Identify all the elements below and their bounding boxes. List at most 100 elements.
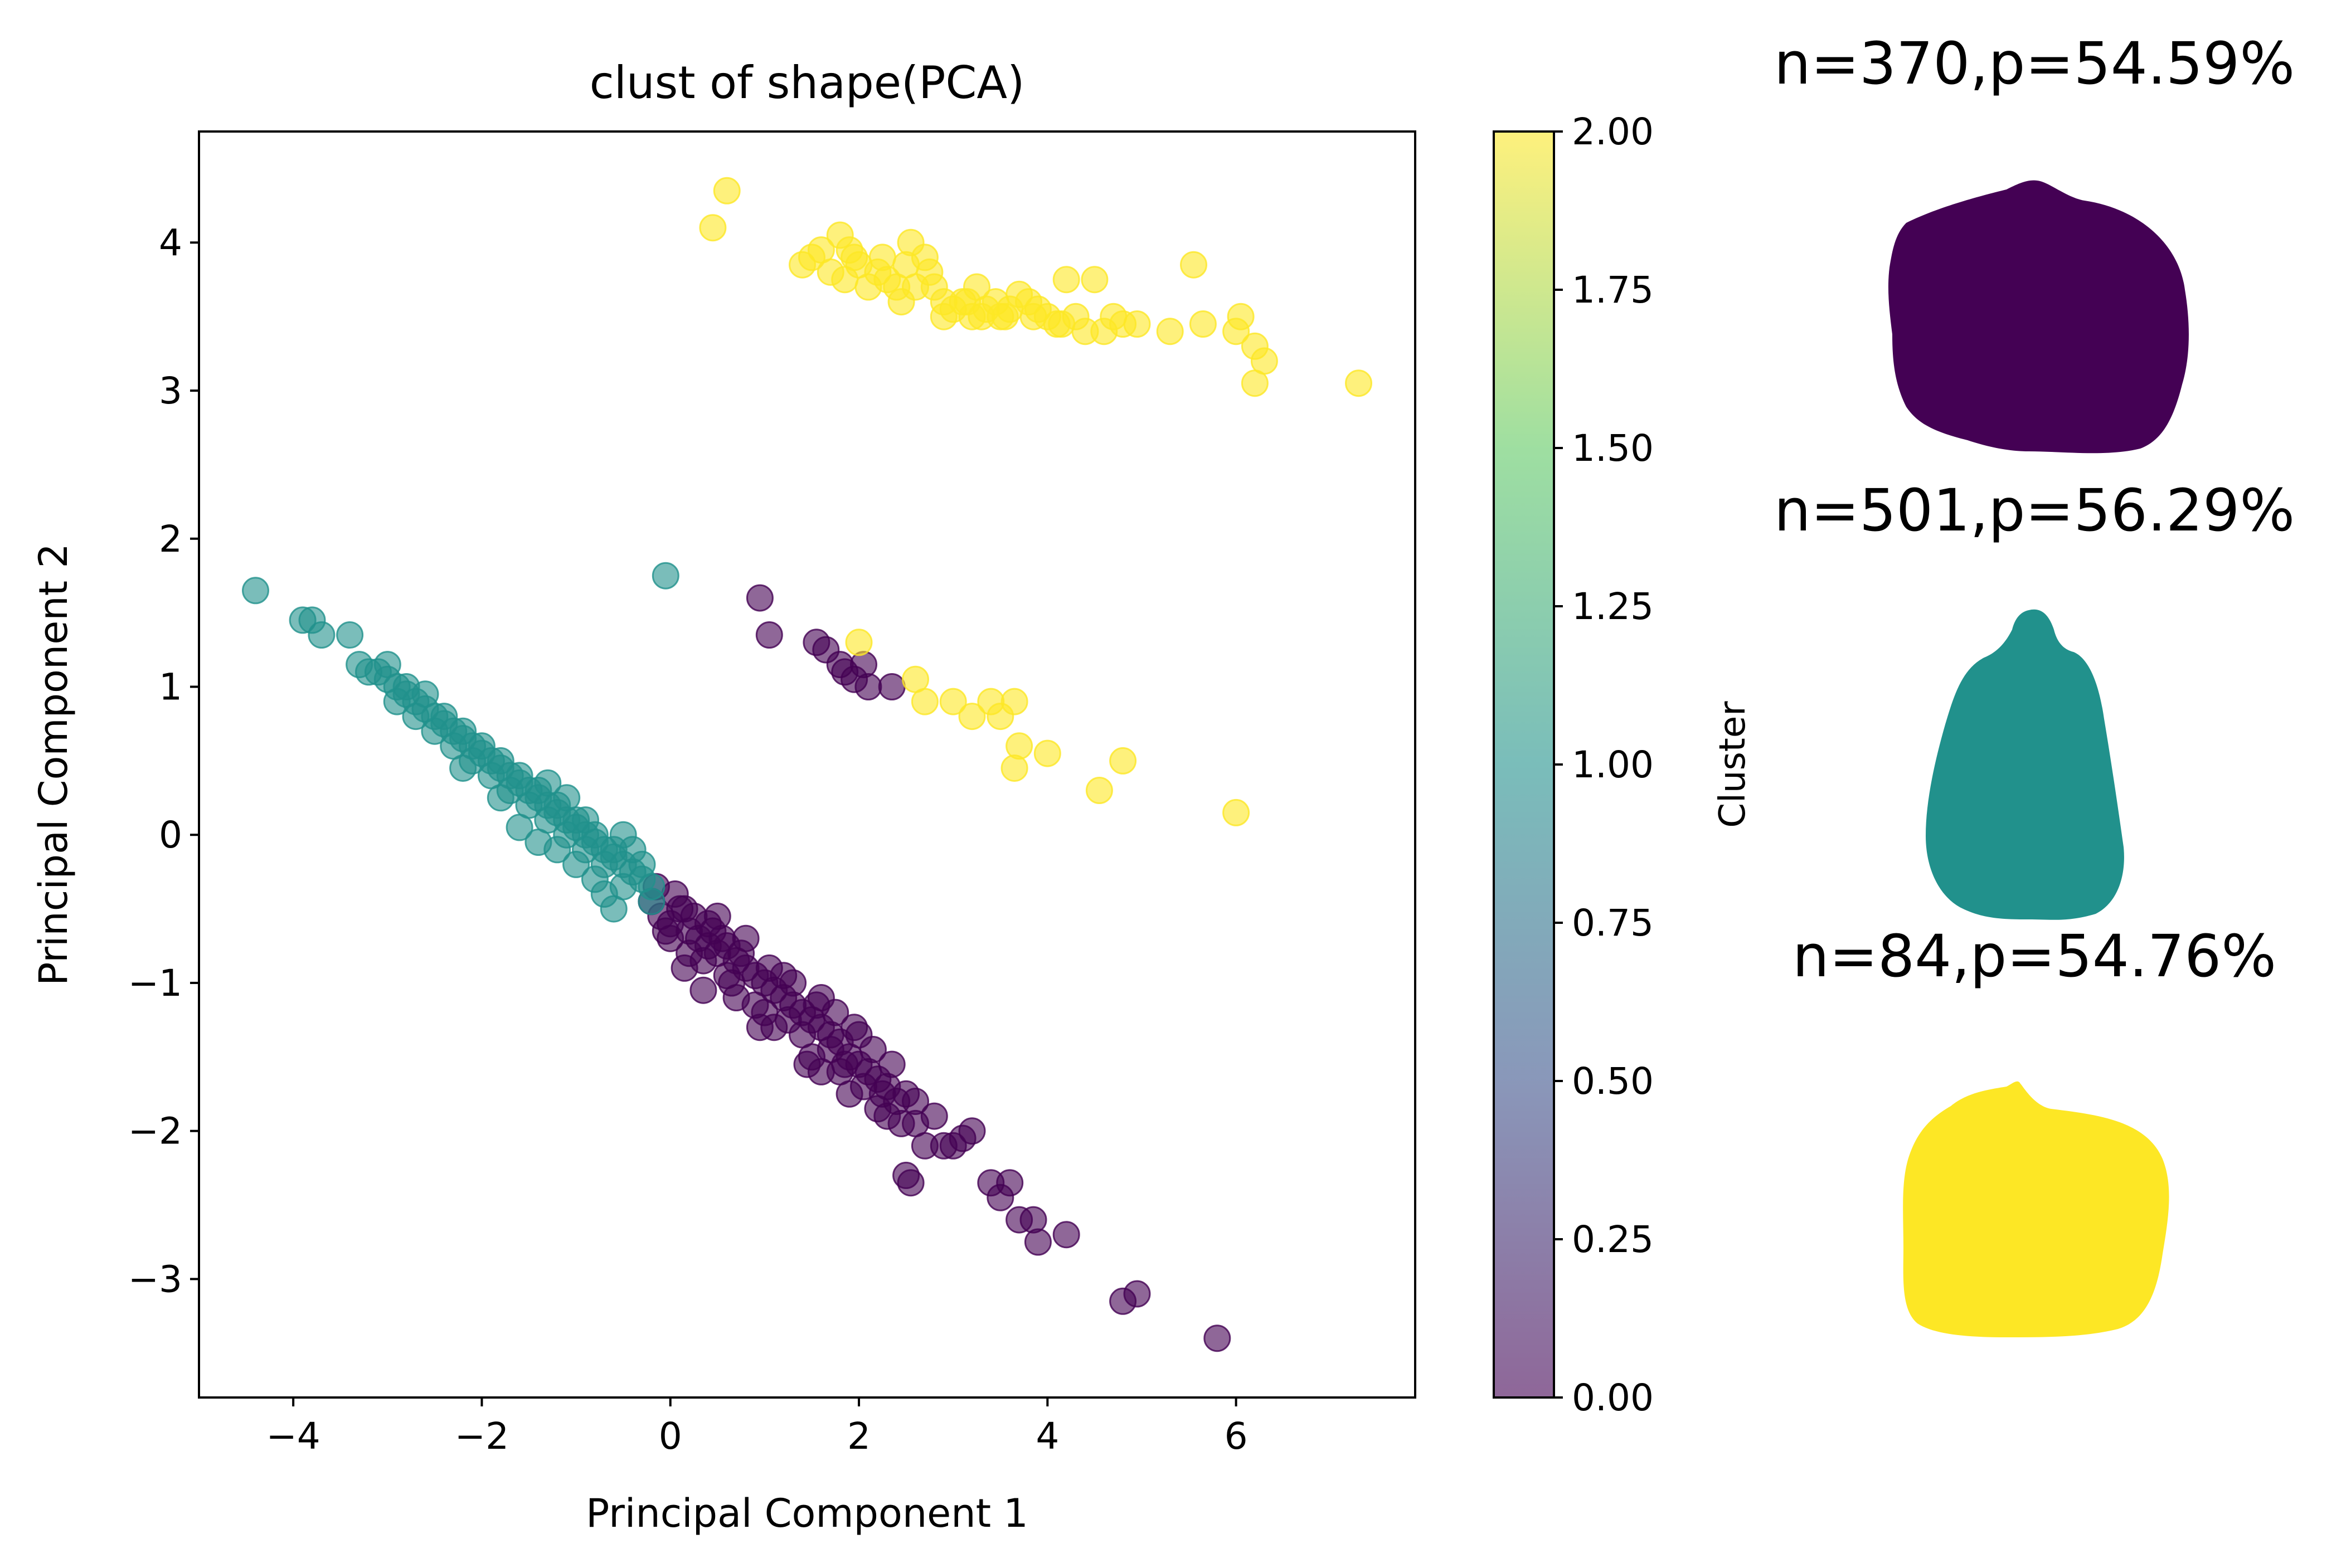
data-point-cluster-0: [868, 1080, 896, 1108]
data-point-cluster-0: [779, 969, 807, 997]
data-point-cluster-1: [487, 784, 514, 812]
data-point-cluster-2: [1156, 318, 1184, 345]
points-layer: [242, 177, 1372, 1352]
data-point-cluster-0: [807, 1058, 835, 1085]
data-point-cluster-2: [1241, 369, 1269, 397]
x-tick-label: 6: [1225, 1415, 1248, 1458]
shape-caption-2: n=84,p=54.76%: [1793, 922, 2276, 990]
data-point-cluster-0: [841, 1014, 868, 1041]
colorbar: 0.00 0.25 0.50 0.75 1.00 1.25 1.50 1.75 2.00 Clu…: [1493, 110, 1753, 1419]
data-point-cluster-0: [1123, 1280, 1151, 1308]
data-point-cluster-0: [689, 976, 717, 1004]
data-point-cluster-2: [1052, 266, 1080, 294]
data-point-cluster-2: [911, 688, 939, 715]
x-tick-label: 4: [1036, 1415, 1059, 1458]
colorbar-tick-label: 1.50: [1572, 427, 1654, 470]
data-point-cluster-0: [746, 1014, 774, 1041]
data-point-cluster-0: [878, 1050, 906, 1078]
colorbar-tick-label: 0.75: [1572, 902, 1654, 944]
y-tick-label: 2: [159, 518, 182, 561]
rounded-square-blob-icon: [1903, 1081, 2169, 1337]
data-point-cluster-2: [841, 244, 868, 271]
data-point-cluster-0: [902, 1088, 929, 1115]
data-point-cluster-0: [746, 584, 774, 612]
data-point-cluster-0: [741, 991, 769, 1019]
y-tick-label: 3: [159, 369, 182, 412]
data-point-cluster-1: [609, 873, 637, 900]
y-tick-label: −3: [128, 1258, 182, 1301]
data-point-cluster-2: [930, 303, 958, 330]
data-point-cluster-0: [1019, 1206, 1047, 1234]
data-point-cluster-0: [1024, 1228, 1052, 1256]
data-point-cluster-2: [1000, 754, 1028, 782]
x-tick-label: −2: [455, 1415, 509, 1458]
data-point-cluster-1: [609, 821, 637, 849]
y-axis-label: Principal Component 2: [31, 543, 76, 986]
data-point-cluster-2: [1180, 251, 1207, 279]
data-point-cluster-0: [803, 991, 830, 1019]
data-point-cluster-1: [652, 562, 679, 590]
data-point-cluster-2: [1048, 310, 1076, 338]
data-point-cluster-1: [506, 814, 533, 841]
data-point-cluster-2: [1000, 688, 1028, 715]
data-point-cluster-0: [854, 673, 882, 700]
data-point-cluster-2: [845, 629, 873, 656]
data-point-cluster-1: [402, 703, 430, 731]
data-point-cluster-2: [1033, 739, 1061, 767]
y-tick-label: −1: [128, 962, 182, 1005]
data-point-cluster-0: [727, 939, 755, 967]
data-point-cluster-1: [242, 577, 269, 605]
y-tick-label: 0: [159, 814, 182, 856]
colorbar-tick-label: 1.75: [1572, 269, 1654, 311]
data-point-cluster-2: [1123, 310, 1151, 338]
data-point-cluster-1: [373, 651, 401, 679]
data-point-cluster-2: [1085, 777, 1113, 804]
data-point-cluster-1: [553, 784, 581, 812]
data-point-cluster-1: [562, 850, 590, 878]
data-point-cluster-0: [831, 1050, 859, 1078]
data-point-cluster-2: [1109, 747, 1137, 775]
y-axis: −3 −2 −1 0 1 2 3 4: [128, 221, 199, 1301]
data-point-cluster-0: [930, 1132, 958, 1160]
data-point-cluster-0: [755, 621, 783, 649]
data-point-cluster-2: [1006, 732, 1033, 760]
data-point-cluster-2: [1227, 303, 1255, 330]
data-point-cluster-0: [831, 658, 859, 686]
data-point-cluster-0: [755, 954, 783, 982]
data-point-cluster-0: [652, 917, 679, 945]
colorbar-tick-label: 1.25: [1572, 585, 1654, 628]
data-point-cluster-1: [638, 888, 666, 916]
data-point-cluster-0: [812, 636, 840, 664]
data-point-cluster-0: [774, 1006, 802, 1034]
colorbar-tick-label: 2.00: [1572, 110, 1654, 153]
colorbar-tick-label: 0.00: [1572, 1376, 1654, 1419]
data-point-cluster-2: [939, 688, 967, 715]
shape-panel: n=370,p=54.59% n=501,p=56.29% n=84,p=54.…: [1774, 30, 2295, 1337]
data-point-cluster-1: [449, 754, 477, 782]
colorbar-gradient: [1494, 132, 1554, 1397]
data-point-cluster-1: [543, 836, 571, 864]
data-point-cluster-2: [713, 177, 741, 204]
data-point-cluster-2: [1345, 369, 1372, 397]
data-point-cluster-0: [897, 1169, 925, 1197]
data-point-cluster-2: [887, 288, 915, 316]
colorbar-label: Cluster: [1712, 701, 1753, 828]
data-point-cluster-0: [958, 1117, 986, 1145]
data-point-cluster-0: [859, 1036, 887, 1063]
round-blob-icon: [1888, 180, 2189, 454]
scatter-chart: clust of shape(PCA) −4 −2 0 2 4 6 −3 −2 −1 0 1 2 3 4…: [31, 57, 1416, 1536]
pear-blob-icon: [1926, 609, 2124, 920]
x-axis: −4 −2 0 2 4 6: [266, 1397, 1248, 1458]
data-point-cluster-2: [1189, 310, 1217, 338]
colorbar-ticks: 0.00 0.25 0.50 0.75 1.00 1.25 1.50 1.75 2.00: [1554, 110, 1654, 1419]
data-point-cluster-0: [887, 1109, 915, 1137]
data-point-cluster-1: [308, 621, 336, 649]
x-tick-label: −4: [266, 1415, 320, 1458]
data-point-cluster-2: [958, 703, 986, 731]
y-tick-label: 1: [159, 665, 182, 708]
data-point-cluster-2: [916, 258, 944, 286]
y-tick-label: −2: [128, 1110, 182, 1153]
data-point-cluster-0: [1052, 1221, 1080, 1249]
y-tick-label: 4: [159, 221, 182, 264]
